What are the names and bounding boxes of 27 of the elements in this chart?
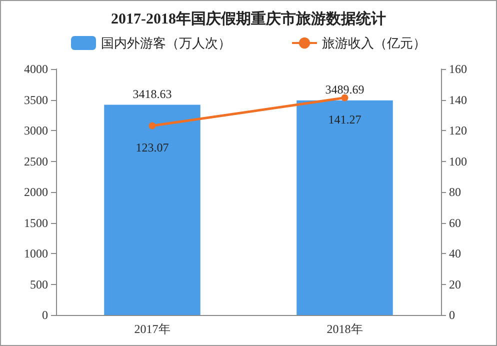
y2-tick-label: 80 (449, 185, 461, 199)
y-tick-label: 2000 (24, 185, 48, 199)
y2-tick-label: 120 (449, 124, 467, 138)
y2-tick-label: 60 (449, 216, 461, 230)
legend-label: 国内外游客（万人次） (101, 36, 231, 50)
y-tick-label: 4000 (24, 62, 48, 76)
y2-tick-label: 140 (449, 92, 467, 107)
y-tick-label: 0 (42, 308, 48, 322)
y-tick-label: 500 (30, 277, 48, 292)
y2-tick-label: 100 (449, 154, 467, 168)
y-tick-label: 1500 (24, 216, 48, 230)
chart-title: 2017-2018年国庆假期重庆市旅游数据统计 (111, 10, 386, 28)
y2-tick-label: 20 (449, 277, 461, 292)
y2-tick-label: 40 (449, 246, 461, 260)
y2-tick-label: 0 (449, 308, 455, 322)
data-label: 141.27 (328, 112, 362, 126)
y-tick-label: 2500 (24, 154, 48, 168)
data-label: 3418.63 (132, 86, 172, 101)
y-tick-label: 3000 (24, 124, 48, 138)
y2-tick-label: 160 (449, 62, 467, 76)
y-tick-label: 3500 (24, 92, 48, 107)
y-tick-label: 1000 (24, 246, 48, 260)
x-tick-label: 2018年 (326, 322, 363, 336)
legend-label: 旅游收入（亿元） (322, 36, 426, 50)
x-tick-label: 2017年 (134, 322, 170, 336)
data-label: 3489.69 (325, 82, 364, 96)
data-label: 123.07 (136, 140, 169, 154)
